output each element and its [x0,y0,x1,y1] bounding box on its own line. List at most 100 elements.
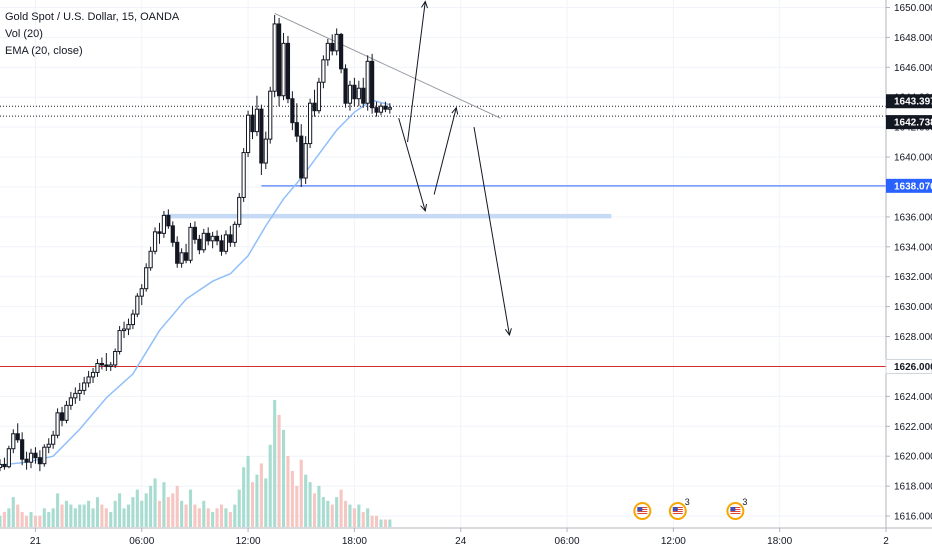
volume-bar [211,512,215,527]
candle-up [77,389,82,394]
candle-up [303,143,308,179]
candle-up [325,42,330,61]
flag-stripe [672,513,683,514]
x-tick-label: 12:00 [236,536,261,547]
volume-bar [197,508,201,527]
candle-down [206,232,211,242]
candle-down [219,240,224,252]
volume-bar [379,519,383,527]
volume-bar [82,504,86,527]
volume-bar [339,489,343,527]
candle-down [343,68,348,104]
y-tick-label: 1628.000 [894,332,932,343]
us-flag-icon[interactable]: 3 [726,497,747,520]
candle-down [104,364,109,367]
candle-down [383,105,388,110]
flag-stripe [637,513,648,514]
volume-bar [131,497,135,527]
chart-legend: Gold Spot / U.S. Dollar, 15, OANDA Vol (… [5,9,179,60]
candle-up [0,463,3,468]
candle-down [276,23,282,97]
y-tick-label: 1632.000 [894,272,932,283]
flag-canton [672,507,678,511]
volume-bar [104,508,108,527]
candle-down [59,412,65,421]
volume-bar [273,399,277,527]
volume-bar [388,519,392,527]
volume-bar [2,512,6,527]
volume-bar [286,456,290,527]
candle-up [126,324,131,330]
candle-up [130,313,135,326]
us-flag-icon[interactable] [633,502,652,520]
candle-down [312,102,317,112]
y-tick-label: 1624.000 [894,392,932,403]
y-tick-label: 1646.000 [894,63,932,74]
candle-up [82,382,87,391]
candle-up [365,60,370,104]
volume-bar [157,500,162,527]
candle-down [157,231,162,234]
time-axis[interactable]: 21 06:00 12:00 18:00 24 06:00 12:00 18:00 2 [0,527,932,547]
volume-bar [188,489,193,527]
candle-down [197,238,202,251]
ema-series [0,99,391,466]
volume-bar [153,478,157,527]
volume-bar [215,508,219,527]
flag-canton [637,507,643,511]
y-tick-label: 1620.000 [894,452,932,463]
arrow-head [421,0,428,9]
volume-bar [321,497,325,527]
volume-bar [255,474,259,527]
candle-up [356,87,361,100]
x-tick-label: 2 [883,536,889,547]
us-flag-icon[interactable]: 3 [668,497,690,520]
trend-line [274,13,501,119]
candle-up [254,108,260,133]
candle-up [347,84,353,104]
candle-down [33,452,38,459]
volume-bar [149,485,153,527]
y-tick-label: 1636.000 [894,212,932,223]
volume-bar [78,504,82,527]
volume-bar [202,500,206,527]
candle-up [135,295,140,315]
volume-bar [237,489,241,527]
flag-canton [730,507,736,511]
volume-bar [51,508,55,527]
volume-indicator-label[interactable]: Vol (20) [5,28,43,40]
candle-up [28,452,34,463]
candle-down [290,98,295,124]
price-axis[interactable]: 1616.000 1618.000 1620.000 1622.000 1624.000… [885,0,932,550]
volume-bar [175,485,179,527]
candle-up [272,23,277,92]
volume-bar [171,493,175,527]
symbol-title[interactable]: Gold Spot / U.S. Dollar, 15, OANDA [5,11,180,23]
y-tick-label: 1618.000 [894,482,932,493]
volume-bar [352,508,356,527]
candle-up [90,371,96,378]
candle-up [55,412,60,436]
candle-down [361,87,366,104]
volume-bar [219,504,224,527]
candle-up [152,231,158,252]
flag-stripe [637,511,648,512]
volume-bar [246,456,250,527]
candle-up [268,90,273,140]
chart-grid [0,0,887,528]
candle-up [241,152,246,198]
y-tick-label: 1622.000 [894,422,932,433]
price-label: 1642.738 [894,118,932,129]
ema-indicator-label[interactable]: EMA (20, close) [5,45,83,57]
candle-up [139,288,144,297]
volume-bar [42,508,46,527]
volume-bar [233,504,237,527]
arrow-drawings [398,0,512,337]
volume-bar [290,470,294,527]
volume-bar [7,508,11,527]
price-label: 1638.076 [894,181,932,192]
candle-up [42,446,47,465]
volume-bar [370,515,374,527]
